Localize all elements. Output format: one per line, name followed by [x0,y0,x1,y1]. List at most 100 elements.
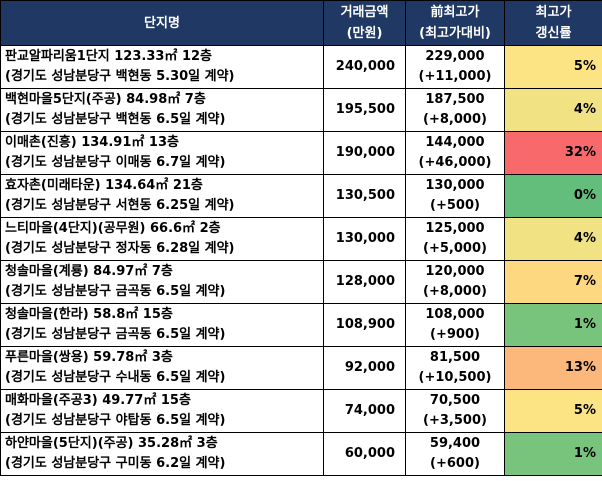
header-complex-name: 단지명 [0,0,324,46]
previous-high-diff: (+3,500) [423,413,487,428]
table-row: 효자촌(미래타운) 134.64㎡ 21층 (경기도 성남분당구 서현동 6.25… [0,174,602,218]
previous-high: 229,000 [425,49,485,64]
complex-name: 이매촌(진흥) 134.91㎡ 13층 [5,135,179,150]
previous-high-cell: 70,500 (+3,500) [405,389,505,433]
header-row: 단지명 거래금액 (만원) 前최고가 (최고가대비) 최고가 갱신률 [0,0,602,46]
complex-name: 매화마을(주공3) 49.77㎡ 15층 [5,393,191,408]
previous-high: 59,400 [429,436,481,451]
previous-high: 144,000 [425,135,485,150]
previous-high-diff: (+900) [430,327,480,342]
previous-high-cell: 130,000 (+500) [405,174,505,218]
table-row: 청솔마을(한라) 58.8㎡ 15층 (경기도 성남분당구 금곡동 6.5일 계약… [0,303,602,347]
complex-location: (경기도 성남분당구 이매동 6.7일 계약) [5,155,226,170]
complex-name: 청솔마을(계룡) 84.97㎡ 7층 [5,264,173,279]
previous-high-cell: 120,000 (+8,000) [405,260,505,304]
table-row: 청솔마을(계룡) 84.97㎡ 7층 (경기도 성남분당구 금곡동 6.5일 계약… [0,260,602,304]
previous-high: 187,500 [425,92,485,107]
header-trade-price-unit: (만원) [346,26,383,41]
renewal-rate: 5% [504,45,602,89]
complex-location: (경기도 성남분당구 수내동 6.5일 계약) [5,370,226,385]
previous-high-diff: (+11,000) [418,69,492,84]
trade-price: 240,000 [323,45,406,89]
header-trade-price: 거래금액 (만원) [323,0,406,46]
renewal-rate: 13% [504,346,602,390]
previous-high-diff: (+500) [430,198,480,213]
trade-price: 92,000 [323,346,406,390]
trade-price: 130,500 [323,174,406,218]
table-row: 푸른마을(쌍용) 59.78㎡ 3층 (경기도 성남분당구 수내동 6.5일 계약… [0,346,602,390]
table-row: 매화마을(주공3) 49.77㎡ 15층 (경기도 성남분당구 야탑동 6.5일 … [0,389,602,433]
previous-high-diff: (+8,000) [423,284,487,299]
previous-high-cell: 108,000 (+900) [405,303,505,347]
renewal-rate: 1% [504,432,602,476]
previous-high-diff: (+8,000) [423,112,487,127]
previous-high-diff: (+46,000) [418,155,492,170]
previous-high: 130,000 [425,178,485,193]
complex-location: (경기도 성남분당구 백현동 5.30일 계약) [5,69,235,84]
complex-location: (경기도 성남분당구 금곡동 6.5일 계약) [5,284,226,299]
header-previous-high-title: 前최고가 [430,5,480,20]
previous-high: 70,500 [429,393,481,408]
complex-cell: 푸른마을(쌍용) 59.78㎡ 3층 (경기도 성남분당구 수내동 6.5일 계약… [0,346,324,390]
complex-name: 푸른마을(쌍용) 59.78㎡ 3층 [5,350,173,365]
trade-price: 130,000 [323,217,406,261]
previous-high-cell: 144,000 (+46,000) [405,131,505,175]
header-trade-price-title: 거래금액 [340,5,389,20]
previous-high-cell: 229,000 (+11,000) [405,45,505,89]
header-renewal-rate-title: 최고가 [535,5,572,20]
previous-high: 108,000 [425,307,485,322]
complex-cell: 하얀마을(5단지)(주공) 35.28㎡ 3층 (경기도 성남분당구 구미동 6.… [0,432,324,476]
complex-name: 판교알파리움1단지 123.33㎡ 12층 [5,49,212,64]
previous-high: 125,000 [425,221,485,236]
header-previous-high: 前최고가 (최고가대비) [405,0,505,46]
table-row: 판교알파리움1단지 123.33㎡ 12층 (경기도 성남분당구 백현동 5.30… [0,45,602,89]
complex-cell: 백현마을5단지(주공) 84.98㎡ 7층 (경기도 성남분당구 백현동 6.5일… [0,88,324,132]
trade-price: 128,000 [323,260,406,304]
previous-high-diff: (+10,500) [418,370,492,385]
complex-cell: 매화마을(주공3) 49.77㎡ 15층 (경기도 성남분당구 야탑동 6.5일 … [0,389,324,433]
complex-name: 청솔마을(한라) 58.8㎡ 15층 [5,307,173,322]
table-row: 백현마을5단지(주공) 84.98㎡ 7층 (경기도 성남분당구 백현동 6.5일… [0,88,602,132]
previous-high-cell: 59,400 (+600) [405,432,505,476]
renewal-rate: 32% [504,131,602,175]
complex-name: 느티마을(4단지)(공무원) 66.6㎡ 2층 [5,221,221,236]
complex-name: 하얀마을(5단지)(주공) 35.28㎡ 3층 [5,436,218,451]
complex-location: (경기도 성남분당구 금곡동 6.5일 계약) [5,327,226,342]
complex-location: (경기도 성남분당구 서현동 6.25일 계약) [5,198,235,213]
previous-high: 81,500 [429,350,481,365]
trade-price: 74,000 [323,389,406,433]
complex-cell: 효자촌(미래타운) 134.64㎡ 21층 (경기도 성남분당구 서현동 6.25… [0,174,324,218]
complex-cell: 느티마을(4단지)(공무원) 66.6㎡ 2층 (경기도 성남분당구 정자동 6.… [0,217,324,261]
complex-cell: 이매촌(진흥) 134.91㎡ 13층 (경기도 성남분당구 이매동 6.7일 계… [0,131,324,175]
complex-cell: 판교알파리움1단지 123.33㎡ 12층 (경기도 성남분당구 백현동 5.30… [0,45,324,89]
trade-price: 190,000 [323,131,406,175]
renewal-rate: 1% [504,303,602,347]
previous-high-cell: 81,500 (+10,500) [405,346,505,390]
trade-price: 195,500 [323,88,406,132]
previous-high-cell: 125,000 (+5,000) [405,217,505,261]
renewal-rate: 0% [504,174,602,218]
complex-location: (경기도 성남분당구 구미동 6.2일 계약) [5,456,226,471]
renewal-rate: 5% [504,389,602,433]
complex-name: 백현마을5단지(주공) 84.98㎡ 7층 [5,92,206,107]
previous-high-diff: (+5,000) [423,241,487,256]
header-previous-high-sub: (최고가대비) [419,26,491,41]
renewal-rate: 4% [504,217,602,261]
complex-location: (경기도 성남분당구 정자동 6.28일 계약) [5,241,235,256]
complex-location: (경기도 성남분당구 야탑동 6.5일 계약) [5,413,226,428]
previous-high-diff: (+600) [430,456,480,471]
table-row: 하얀마을(5단지)(주공) 35.28㎡ 3층 (경기도 성남분당구 구미동 6.… [0,432,602,476]
trade-price: 60,000 [323,432,406,476]
complex-location: (경기도 성남분당구 백현동 6.5일 계약) [5,112,226,127]
header-renewal-rate-sub: 갱신률 [535,26,572,41]
complex-cell: 청솔마을(한라) 58.8㎡ 15층 (경기도 성남분당구 금곡동 6.5일 계약… [0,303,324,347]
previous-high-cell: 187,500 (+8,000) [405,88,505,132]
table-row: 느티마을(4단지)(공무원) 66.6㎡ 2층 (경기도 성남분당구 정자동 6.… [0,217,602,261]
complex-name: 효자촌(미래타운) 134.64㎡ 21층 [5,178,203,193]
header-renewal-rate: 최고가 갱신률 [504,0,602,46]
trade-price: 108,900 [323,303,406,347]
complex-cell: 청솔마을(계룡) 84.97㎡ 7층 (경기도 성남분당구 금곡동 6.5일 계약… [0,260,324,304]
table-row: 이매촌(진흥) 134.91㎡ 13층 (경기도 성남분당구 이매동 6.7일 계… [0,131,602,175]
previous-high: 120,000 [425,264,485,279]
